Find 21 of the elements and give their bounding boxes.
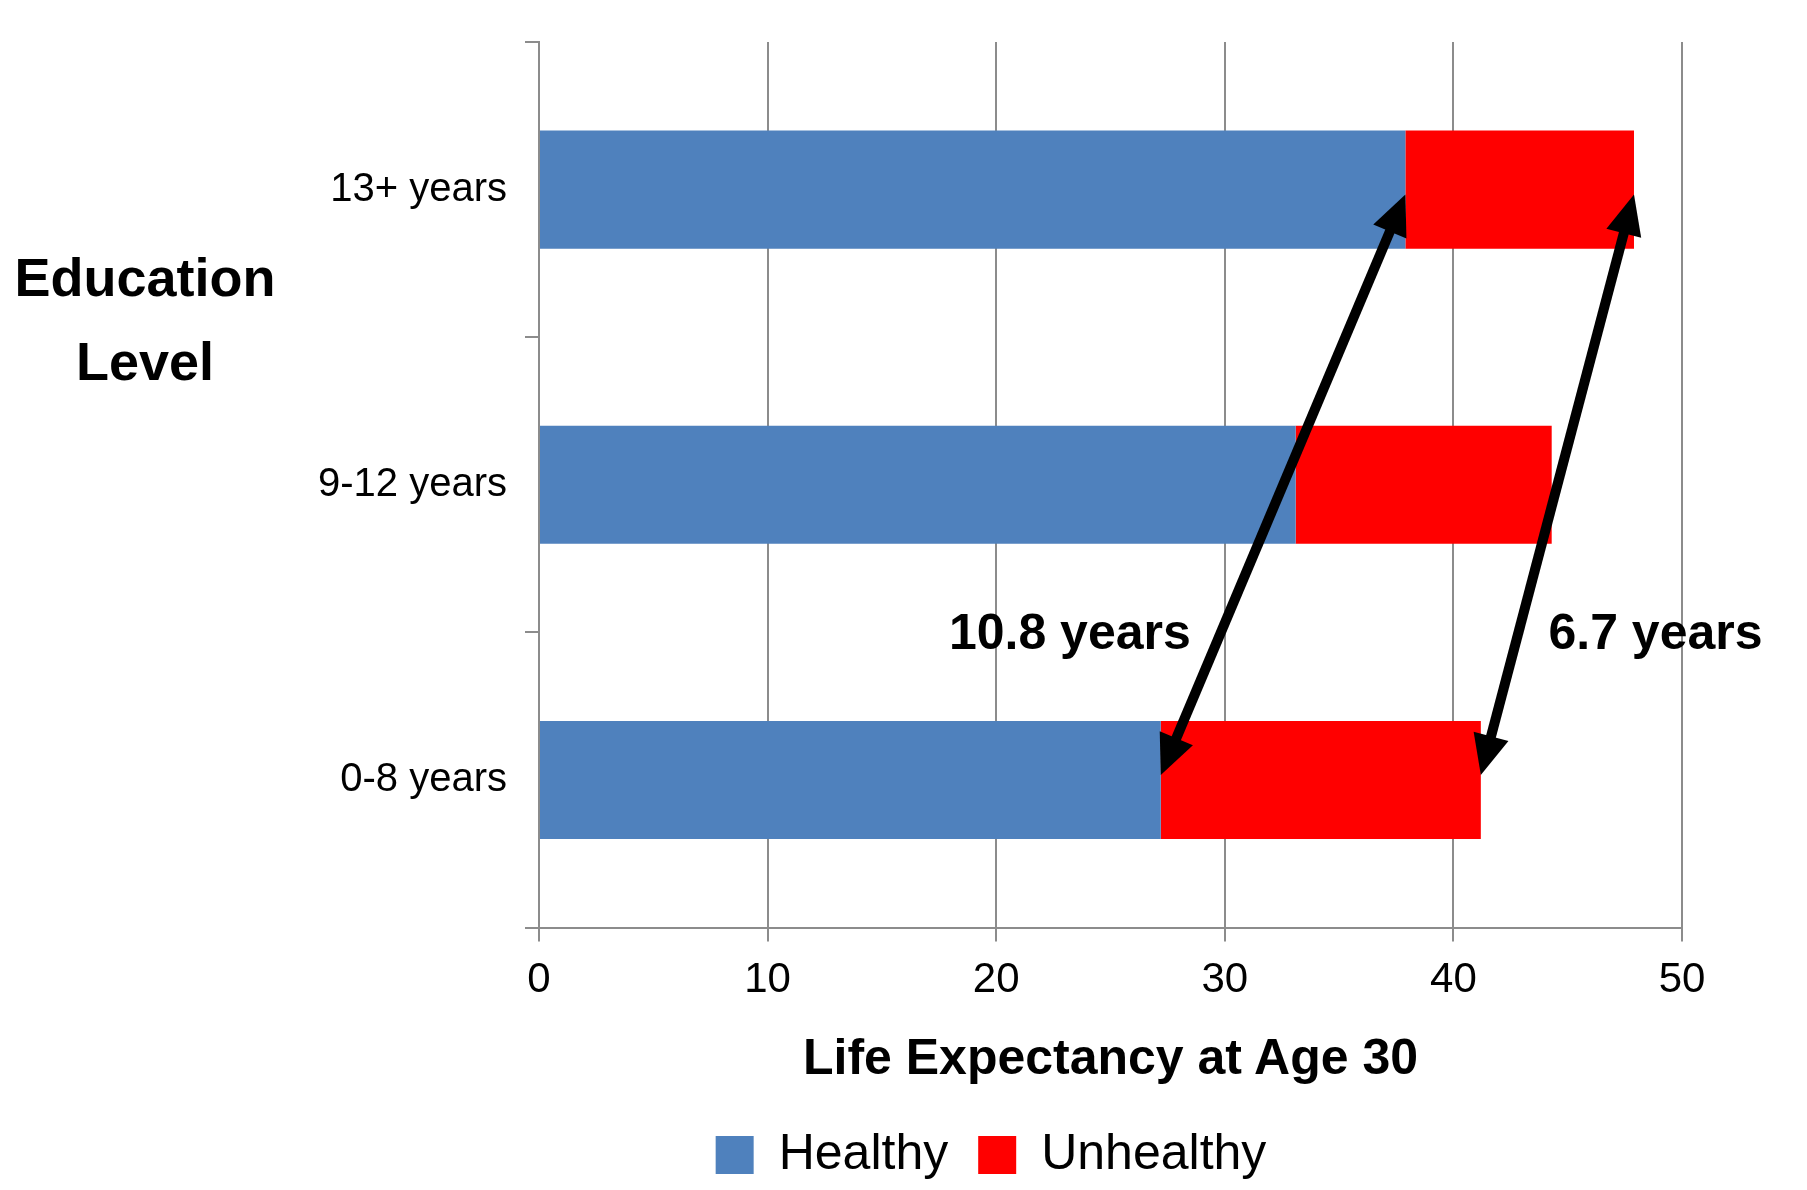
bar — [539, 425, 1296, 544]
y-axis-title: Education Level — [13, 246, 277, 393]
y-tick-label: 0-8 years — [340, 755, 507, 800]
x-tick-label: 30 — [1201, 954, 1249, 1002]
bar — [1160, 720, 1481, 840]
annotation: 10.8 years — [948, 603, 1191, 662]
x-tick-label: 0 — [527, 954, 551, 1002]
bar — [539, 130, 1406, 249]
x-tick-label: 10 — [744, 954, 791, 1002]
legend-label: Unhealthy — [1041, 1123, 1267, 1180]
annotation: 6.7 years — [1548, 603, 1763, 662]
x-tick-label: 40 — [1430, 954, 1477, 1002]
bar — [1405, 130, 1634, 249]
bar — [539, 720, 1161, 840]
x-tick-label: 20 — [972, 954, 1020, 1002]
y-tick-label: 9-12 years — [318, 459, 507, 504]
x-tick-label: 50 — [1658, 954, 1706, 1002]
legend-label: Healthy — [778, 1123, 949, 1180]
bar — [1295, 425, 1552, 544]
x-axis-title: Life Expectancy at Age 30 — [802, 1028, 1419, 1085]
y-tick-label: 13+ years — [330, 164, 507, 209]
